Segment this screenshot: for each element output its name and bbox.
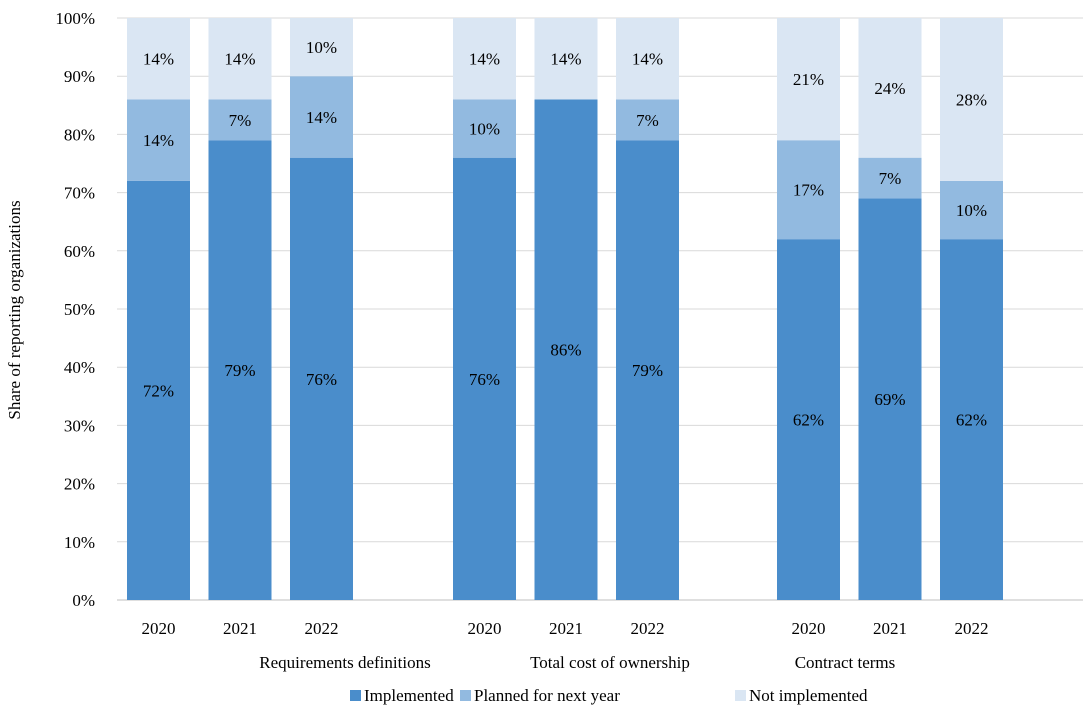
- bar-segment: [858, 18, 922, 158]
- bar-segment: [534, 18, 598, 100]
- bar-segment: [290, 18, 353, 77]
- data-label: 21%: [793, 70, 824, 89]
- bar-segment: [858, 157, 922, 199]
- y-tick-label: 80%: [64, 125, 95, 144]
- data-label: 14%: [469, 50, 500, 69]
- data-label: 10%: [469, 120, 500, 139]
- y-tick-label: 100%: [55, 9, 95, 28]
- bar-segment: [940, 239, 1003, 600]
- legend-label: Planned for next year: [474, 686, 620, 705]
- legend-swatch: [460, 690, 471, 701]
- data-label: 14%: [632, 50, 663, 69]
- y-tick-label: 50%: [64, 300, 95, 319]
- y-axis-title: Share of reporting organizations: [5, 200, 24, 419]
- data-label: 76%: [306, 370, 337, 389]
- x-tick-label: 2021: [549, 619, 583, 638]
- y-tick-label: 90%: [64, 67, 95, 86]
- bars: [127, 18, 1003, 601]
- y-tick-label: 20%: [64, 475, 95, 494]
- bar-segment: [208, 99, 272, 141]
- data-label: 14%: [550, 50, 581, 69]
- bar-segment: [208, 18, 272, 100]
- bar-segment: [858, 198, 922, 601]
- bar-segment: [453, 18, 516, 100]
- bar-segment: [208, 140, 272, 600]
- bar-segment: [616, 140, 679, 600]
- data-label: 10%: [306, 38, 337, 57]
- group-label: Contract terms: [795, 653, 896, 672]
- data-label: 14%: [143, 50, 174, 69]
- bar-segment: [290, 76, 353, 158]
- bar-segment: [127, 99, 190, 181]
- data-label: 17%: [793, 181, 824, 200]
- bar-segment: [453, 99, 516, 158]
- y-tick-label: 70%: [64, 184, 95, 203]
- data-label: 76%: [469, 370, 500, 389]
- legend: Implemented Planned for next year Not impl…: [350, 686, 868, 705]
- x-tick-label: 2022: [305, 619, 339, 638]
- bar-segment: [127, 18, 190, 100]
- data-label: 7%: [229, 111, 252, 130]
- bar-segment: [777, 239, 840, 600]
- y-axis-ticks: 0% 10% 20% 30% 40% 50% 60% 70% 80% 90% 100%: [55, 9, 95, 610]
- x-tick-label: 2020: [468, 619, 502, 638]
- y-tick-label: 30%: [64, 416, 95, 435]
- data-label: 62%: [793, 411, 824, 430]
- bar-segment: [616, 99, 679, 141]
- y-tick-label: 0%: [72, 591, 95, 610]
- bar-segment: [616, 18, 679, 100]
- x-tick-label: 2021: [223, 619, 257, 638]
- legend-swatch: [350, 690, 361, 701]
- data-label: 14%: [224, 50, 255, 69]
- group-labels: Requirements definitions Total cost of ow…: [259, 653, 895, 672]
- group-label: Requirements definitions: [259, 653, 430, 672]
- bar-segment: [453, 157, 516, 600]
- data-label: 62%: [956, 411, 987, 430]
- data-label: 28%: [956, 90, 987, 109]
- y-tick-label: 40%: [64, 358, 95, 377]
- data-label: 79%: [632, 361, 663, 380]
- y-tick-label: 60%: [64, 242, 95, 261]
- data-label: 7%: [636, 111, 659, 130]
- data-label: 86%: [550, 341, 581, 360]
- x-tick-label: 2021: [873, 619, 907, 638]
- bar-segment: [777, 18, 840, 141]
- data-label: 79%: [224, 361, 255, 380]
- y-tick-label: 10%: [64, 533, 95, 552]
- x-tick-label: 2020: [792, 619, 826, 638]
- data-label: 10%: [956, 201, 987, 220]
- x-tick-label: 2022: [631, 619, 665, 638]
- legend-label: Not implemented: [749, 686, 868, 705]
- bar-segment: [777, 140, 840, 240]
- bar-segment: [940, 18, 1003, 181]
- gridlines: [117, 17, 1083, 601]
- bar-segment: [290, 157, 353, 600]
- bar-segment: [940, 180, 1003, 240]
- data-label: 24%: [874, 79, 905, 98]
- legend-label: Implemented: [364, 686, 454, 705]
- value-labels: 72% 14% 14% 79% 7% 14% 76% 14% 10% 76% 10% 14% 86% 14…: [143, 38, 987, 429]
- data-label: 7%: [879, 169, 902, 188]
- group-label: Total cost of ownership: [530, 653, 690, 672]
- legend-swatch: [735, 690, 746, 701]
- x-tick-label: 2022: [955, 619, 989, 638]
- data-label: 69%: [874, 390, 905, 409]
- bar-segment: [127, 180, 190, 600]
- x-axis-ticks: 2020 2021 2022 2020 2021 2022 2020 2021 2022: [142, 619, 989, 638]
- bar-segment: [534, 99, 598, 600]
- x-tick-label: 2020: [142, 619, 176, 638]
- data-label: 72%: [143, 381, 174, 400]
- data-label: 14%: [306, 108, 337, 127]
- data-label: 14%: [143, 131, 174, 150]
